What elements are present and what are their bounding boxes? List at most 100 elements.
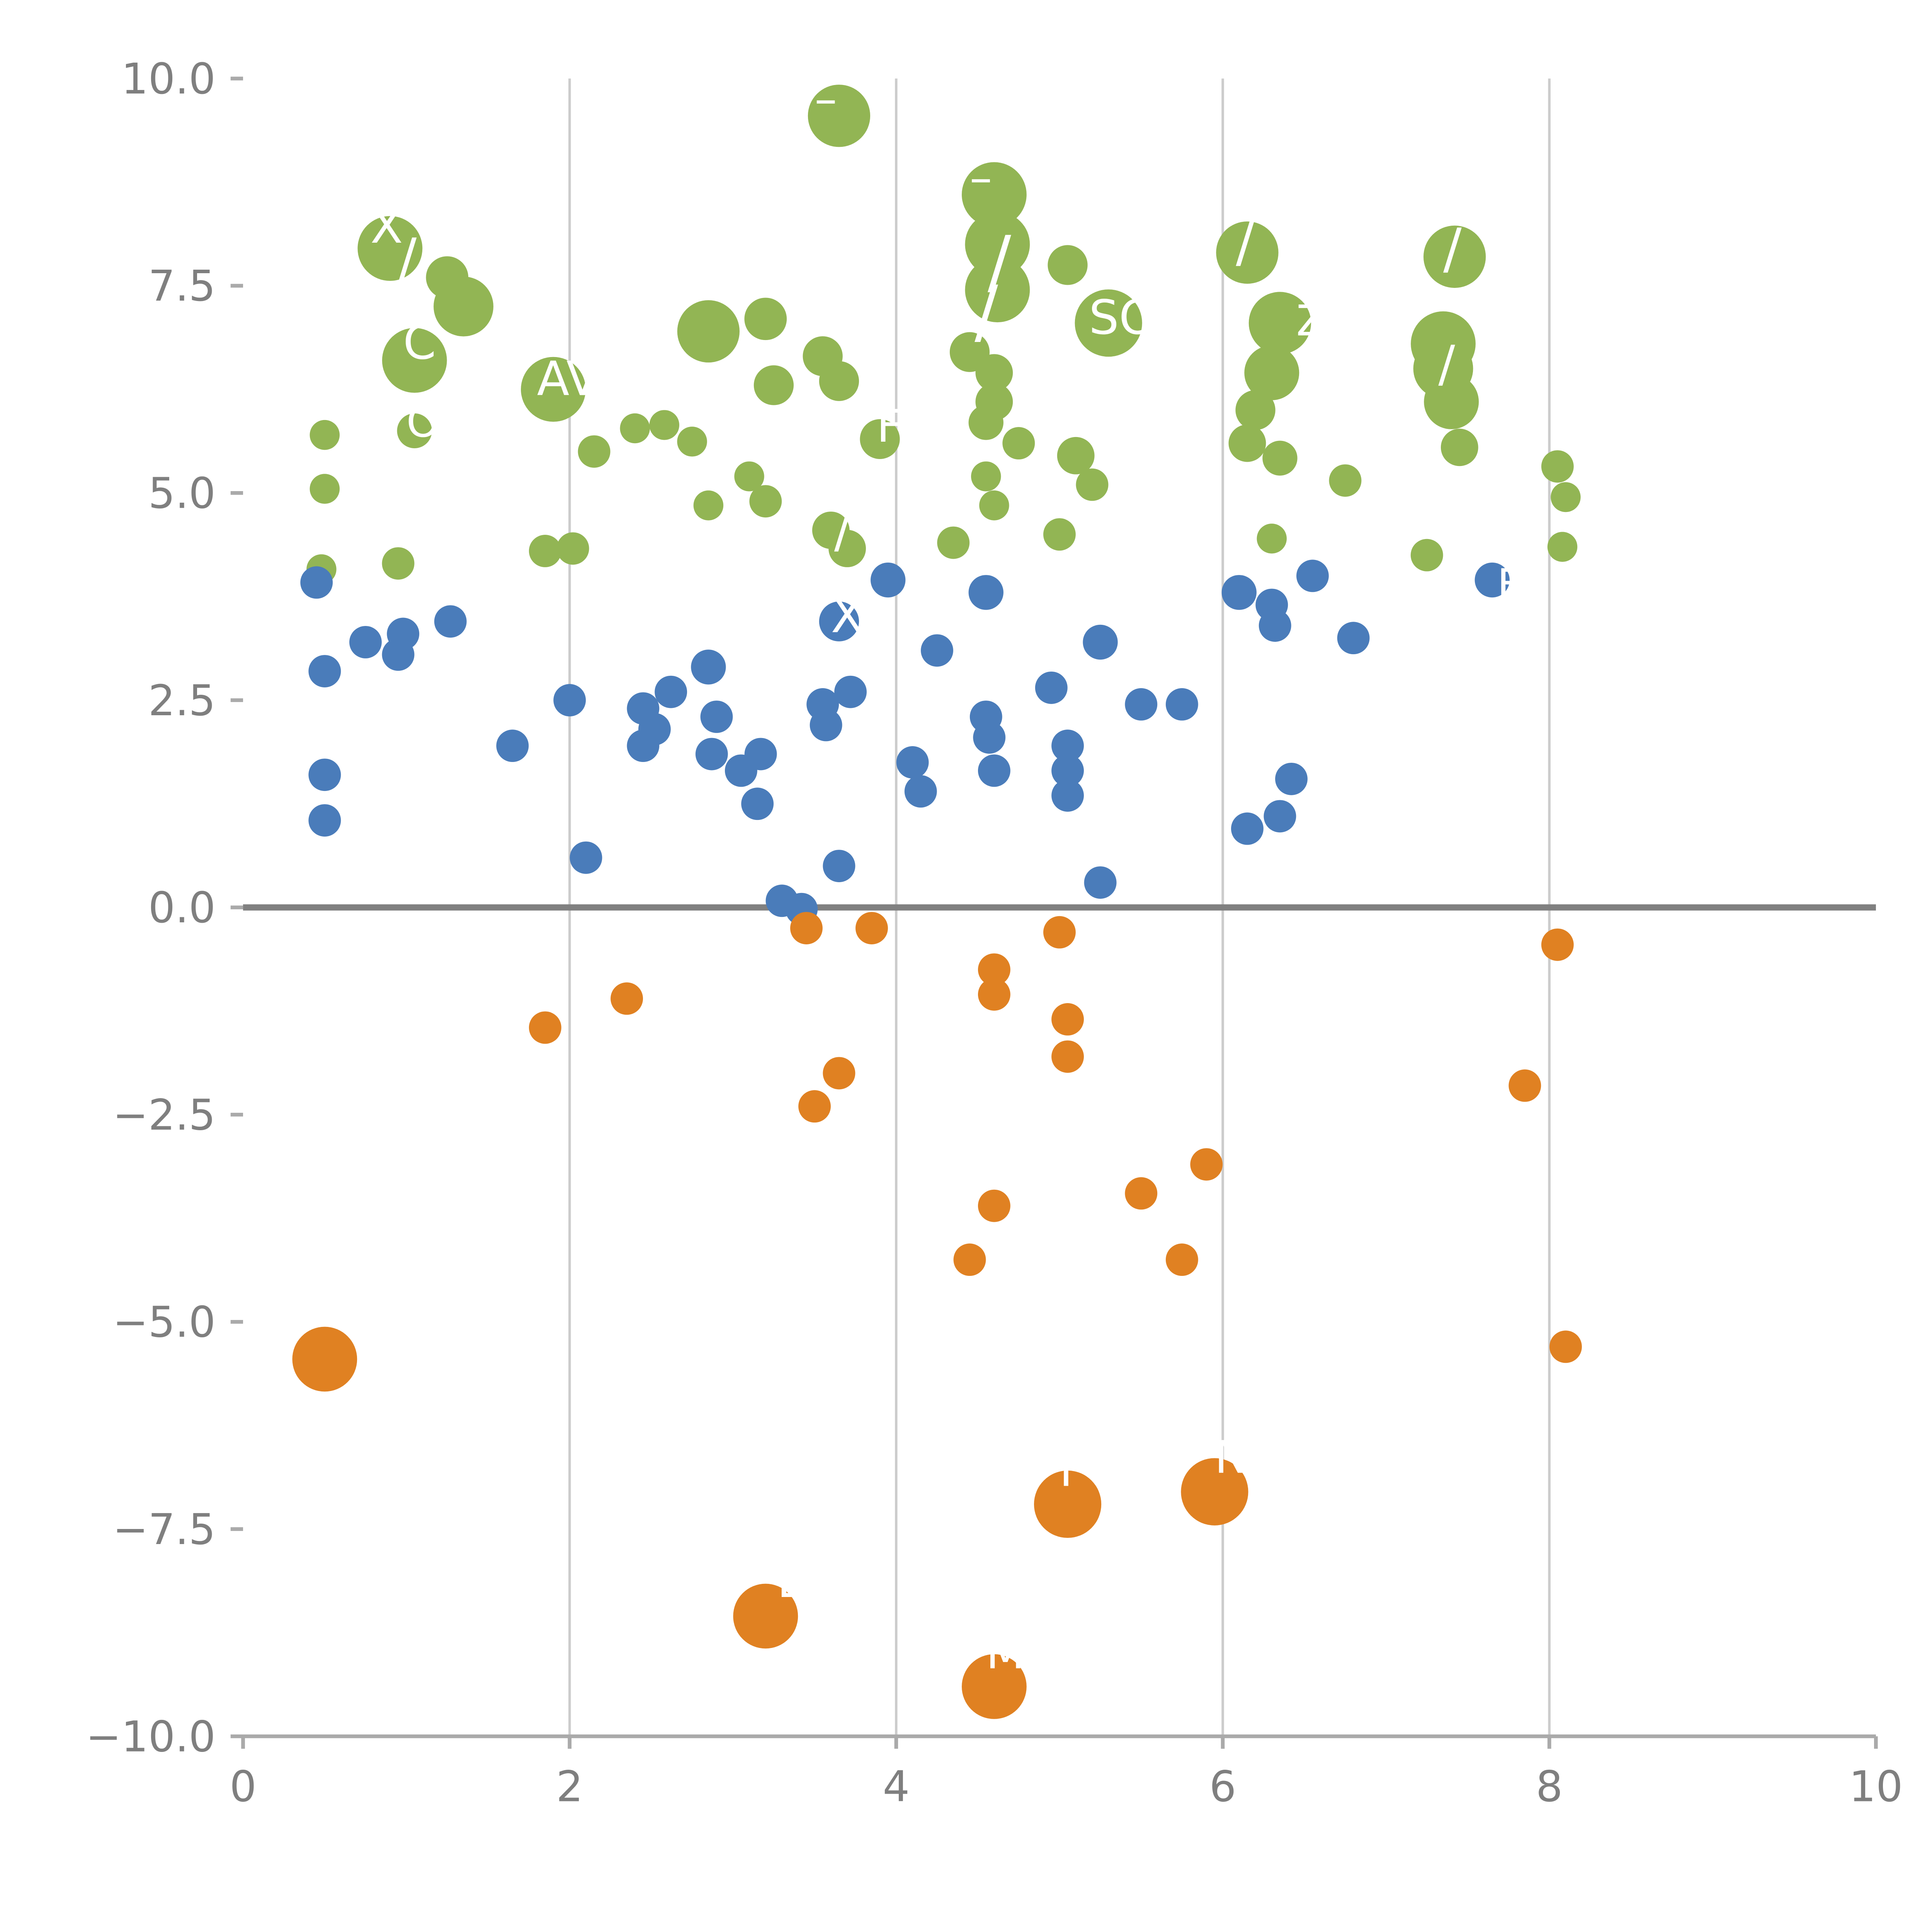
point-label: N — [1214, 1431, 1248, 1483]
data-point-blue — [973, 721, 1006, 754]
x-tick-label: 8 — [1536, 1762, 1563, 1811]
point-label: F — [877, 400, 903, 452]
point-label: Z — [1296, 296, 1325, 345]
data-point-blue — [896, 746, 929, 779]
y-tick-label: −7.5 — [113, 1505, 216, 1554]
y-tick-label: 10.0 — [121, 54, 216, 104]
data-point-orange — [1165, 1243, 1198, 1276]
data-point-orange — [1034, 1470, 1102, 1538]
data-point-blue — [1083, 624, 1118, 660]
data-point-blue — [308, 759, 341, 791]
data-point-orange — [1190, 1148, 1223, 1181]
data-point-green — [556, 532, 589, 565]
y-tick-label: −2.5 — [113, 1090, 216, 1139]
data-point-green — [1329, 464, 1362, 497]
data-point-blue — [904, 775, 937, 808]
data-point-green — [357, 216, 423, 281]
point-label: / — [1443, 217, 1462, 281]
data-point-green — [937, 526, 970, 559]
point-label: 4 — [338, 1293, 368, 1348]
data-point-green — [1244, 345, 1299, 400]
point-label: / — [1438, 335, 1455, 393]
data-point-green — [397, 413, 432, 449]
data-point-blue — [1264, 800, 1296, 833]
data-point-blue — [434, 605, 467, 638]
data-point-blue — [1051, 754, 1084, 787]
data-point-orange — [823, 1057, 855, 1090]
point-label: / — [398, 227, 417, 291]
data-point-green — [649, 410, 679, 440]
data-point-green — [1216, 221, 1279, 284]
point-label: AV — [537, 351, 599, 406]
data-point-blue — [1337, 622, 1370, 655]
point-label: X — [831, 588, 863, 643]
x-tick-label: 0 — [230, 1762, 257, 1811]
point-label: I — [1060, 1445, 1073, 1497]
data-point-orange — [798, 1090, 831, 1123]
data-point-green — [965, 257, 1030, 323]
data-point-blue — [1275, 762, 1308, 795]
data-point-blue — [1051, 730, 1084, 762]
data-point-blue — [1259, 609, 1291, 642]
point-label: F — [1497, 560, 1521, 609]
data-point-green — [734, 461, 764, 492]
data-point-green — [1248, 292, 1311, 354]
y-tick-label: 7.5 — [148, 261, 216, 311]
point-label: / — [1236, 210, 1254, 274]
data-point-orange — [1549, 1330, 1582, 1363]
y-tick-label: 5.0 — [148, 469, 216, 518]
data-point-blue — [1231, 812, 1264, 845]
y-tick-label: 2.5 — [148, 676, 216, 725]
data-point-green — [1235, 390, 1276, 430]
data-point-green — [310, 474, 340, 504]
data-point-green — [965, 212, 1030, 277]
data-point-blue — [691, 650, 726, 685]
data-point-green — [521, 357, 586, 422]
point-label: / — [975, 270, 998, 352]
point-label: SOI — [1089, 290, 1170, 345]
data-point-green — [1423, 225, 1486, 288]
data-point-orange — [790, 912, 823, 944]
data-point-green — [1043, 518, 1076, 551]
data-point-orange — [962, 1654, 1027, 1719]
data-point-blue — [834, 675, 867, 708]
data-point-blue — [871, 562, 906, 598]
data-point-blue — [1296, 560, 1329, 592]
data-point-green — [1057, 437, 1095, 474]
data-point-blue — [968, 575, 1003, 610]
data-point-green — [744, 298, 787, 340]
data-point-blue — [1165, 688, 1198, 721]
x-tick-label: 4 — [883, 1762, 910, 1811]
data-point-blue — [627, 730, 660, 762]
data-point-orange — [855, 912, 888, 944]
data-point-green — [434, 276, 493, 337]
data-point-orange — [1051, 1003, 1084, 1036]
data-point-blue — [496, 730, 529, 762]
data-point-orange — [1541, 928, 1574, 961]
data-point-green — [1076, 468, 1109, 501]
data-point-green — [828, 530, 866, 567]
point-label: – — [815, 73, 837, 125]
data-point-green — [808, 85, 871, 147]
data-point-orange — [978, 978, 1010, 1011]
data-point-orange — [978, 953, 1010, 986]
data-point-green — [975, 354, 1013, 392]
data-point-blue — [349, 626, 382, 658]
data-point-blue — [1084, 866, 1117, 899]
y-tick-label: −5.0 — [113, 1298, 216, 1347]
data-point-blue — [744, 738, 777, 770]
x-tick-label: 10 — [1849, 1762, 1903, 1811]
point-label: / — [988, 221, 1011, 303]
data-point-blue — [810, 709, 842, 742]
data-point-green — [310, 420, 340, 450]
data-point-green — [382, 547, 415, 580]
data-point-orange — [953, 1243, 986, 1276]
data-point-green — [971, 461, 1001, 492]
data-point-blue — [823, 850, 855, 883]
data-point-blue — [1221, 575, 1257, 610]
data-point-green — [1541, 450, 1574, 483]
data-point-orange — [1509, 1069, 1541, 1102]
data-point-blue — [695, 738, 728, 770]
y-tick-label: 0.0 — [148, 883, 216, 932]
